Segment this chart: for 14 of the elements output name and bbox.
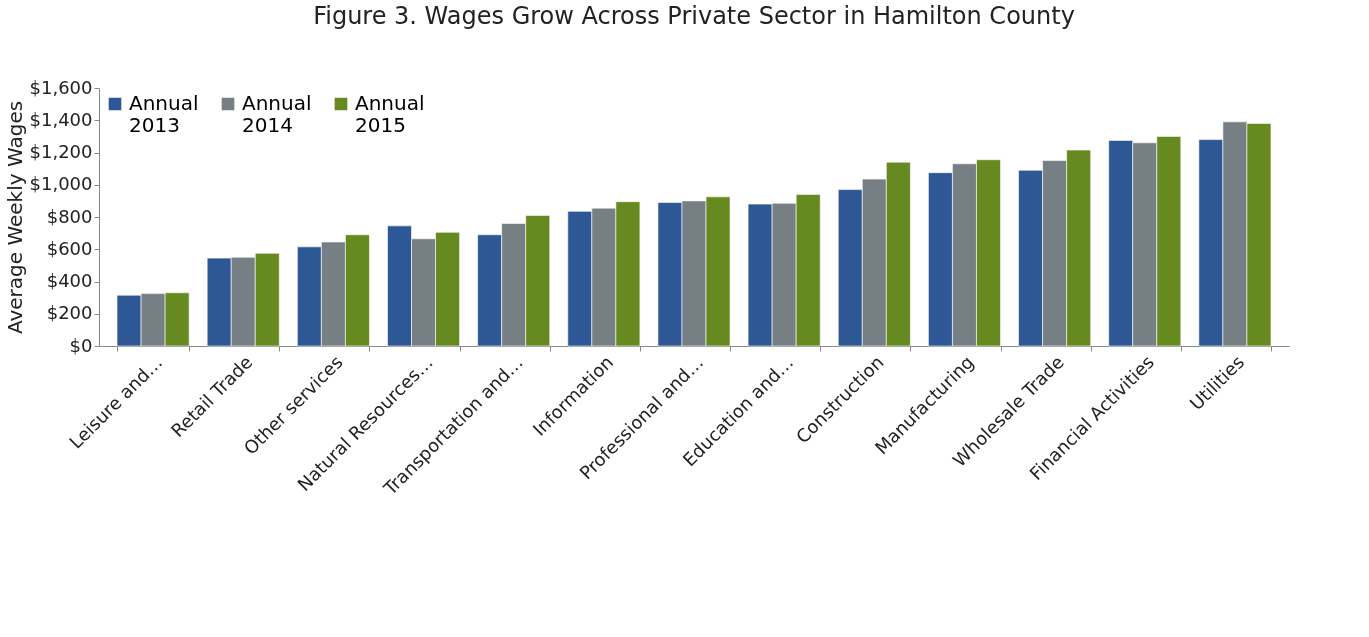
y-tick-label: $200 [46, 302, 93, 324]
legend-label: Annual 2013 [129, 91, 199, 137]
y-tick-label: $1,000 [29, 173, 93, 195]
y-tick-label: $600 [46, 237, 93, 259]
chart-title: Figure 3. Wages Grow Across Private Sector in Hamilton County [313, 2, 1075, 30]
legend-label: Annual 2015 [355, 91, 425, 137]
legend-label: Annual 2014 [242, 91, 312, 137]
y-tick-label: $1,600 [29, 76, 93, 98]
y-tick-label: $1,400 [29, 108, 93, 130]
y-tick-label: $400 [46, 270, 93, 291]
y-tick-label: $800 [46, 205, 93, 227]
y-tick-label: $0 [69, 334, 93, 356]
y-tick-label: $1,200 [29, 141, 93, 162]
y-axis-title: Average Weekly Wages [2, 100, 27, 335]
